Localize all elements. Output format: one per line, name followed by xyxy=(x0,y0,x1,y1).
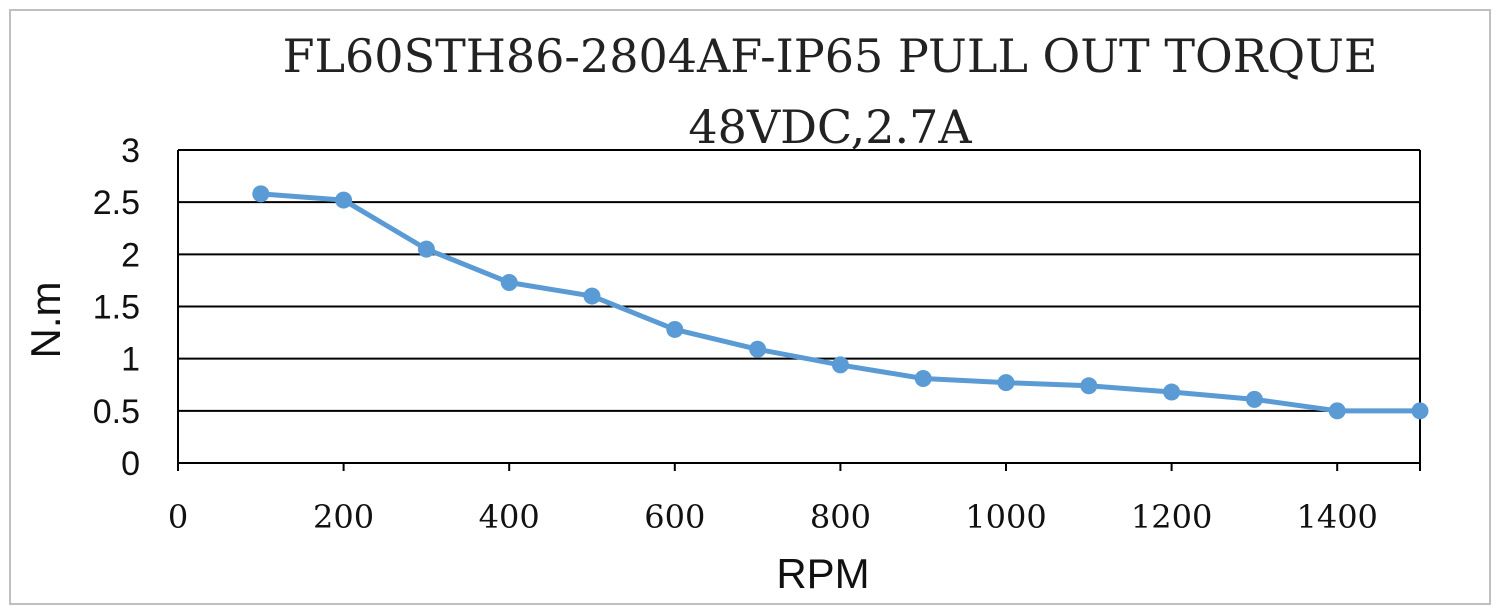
y-tick-label: 3 xyxy=(121,132,140,170)
y-tick-label: 2.5 xyxy=(93,184,140,222)
x-tick-label: 1200 xyxy=(1131,498,1212,536)
data-point xyxy=(666,320,684,338)
data-point xyxy=(914,369,932,387)
x-axis-label: RPM xyxy=(776,550,869,597)
tick-labels: 0 0.5 1 1.5 2 2.5 3 0 200 400 600 800 1000 1200 1400 xyxy=(93,132,1378,536)
data-point xyxy=(1411,402,1429,420)
x-tick-label: 0 xyxy=(168,498,188,536)
series xyxy=(252,185,1429,420)
grid xyxy=(178,149,1420,464)
data-point xyxy=(1080,377,1098,395)
y-axis-label: N.m xyxy=(22,282,69,359)
x-tick-label: 400 xyxy=(479,498,540,536)
data-point xyxy=(417,240,435,258)
data-point xyxy=(583,287,601,305)
data-point xyxy=(500,274,518,292)
x-tick-label: 600 xyxy=(644,498,705,536)
data-point xyxy=(1163,383,1181,401)
x-tick-label: 1000 xyxy=(965,498,1046,536)
y-tick-label: 1 xyxy=(121,341,140,379)
x-tick-label: 200 xyxy=(313,498,374,536)
data-point xyxy=(1328,402,1346,420)
data-point xyxy=(749,340,767,358)
y-tick-label: 0 xyxy=(121,445,140,483)
data-point xyxy=(1245,390,1263,408)
data-point xyxy=(252,185,270,203)
data-point xyxy=(335,191,353,209)
data-point xyxy=(997,374,1015,392)
y-tick-label: 2 xyxy=(121,236,140,274)
x-tick-label: 800 xyxy=(810,498,871,536)
y-tick-label: 0.5 xyxy=(93,393,140,431)
y-tick-label: 1.5 xyxy=(93,289,140,327)
x-tick-label: 1400 xyxy=(1296,498,1377,536)
chart-title: FL60STH86-2804AF-IP65 PULL OUT TORQUE xyxy=(283,29,1378,83)
data-point xyxy=(831,356,849,374)
chart-subtitle: 48VDC,2.7A xyxy=(688,100,972,154)
